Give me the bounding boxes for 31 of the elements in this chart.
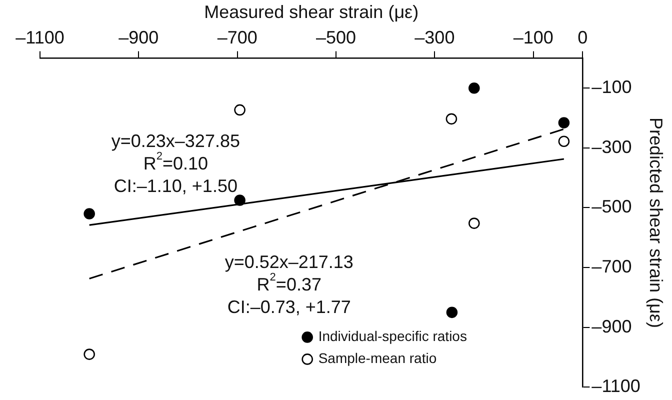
legend-label: Sample-mean ratio: [318, 350, 437, 366]
x-tick-label: –700: [217, 27, 258, 48]
point: [234, 104, 246, 116]
point: [468, 218, 480, 229]
y-tick-label: –700: [592, 256, 632, 277]
annotation: y=0.52x–217.13: [224, 252, 354, 272]
annotation: CI:–1.10, +1.50: [114, 176, 238, 196]
point: [468, 82, 480, 94]
point: [558, 117, 570, 128]
annotation: CI:–0.73, +1.77: [227, 296, 351, 317]
y-tick-label: –900: [592, 316, 632, 336]
point: [446, 306, 458, 318]
point: [558, 136, 570, 147]
y-tick-label: –500: [592, 196, 632, 217]
x-tick-label: –500: [316, 27, 356, 48]
point: [446, 113, 458, 125]
point: [84, 208, 95, 220]
y-axis-title: Predicted shear strain (με): [646, 117, 666, 328]
legend-label: Individual-specific ratios: [318, 328, 467, 344]
x-tick-label: –300: [414, 27, 455, 48]
y-tick-label: –300: [592, 136, 632, 157]
x-tick-label: 0: [578, 27, 588, 48]
x-tick-label: –900: [118, 27, 159, 48]
x-tick-label: –100: [513, 27, 554, 48]
x-tick-label: –1100: [16, 27, 64, 48]
annotation: y=0.23x–327.85: [111, 130, 240, 151]
y-tick-label: –100: [592, 77, 632, 98]
point: [84, 348, 95, 360]
y-tick-label: –1100: [592, 376, 640, 396]
x-axis-title: Measured shear strain (με): [204, 2, 419, 22]
point: [234, 194, 246, 206]
